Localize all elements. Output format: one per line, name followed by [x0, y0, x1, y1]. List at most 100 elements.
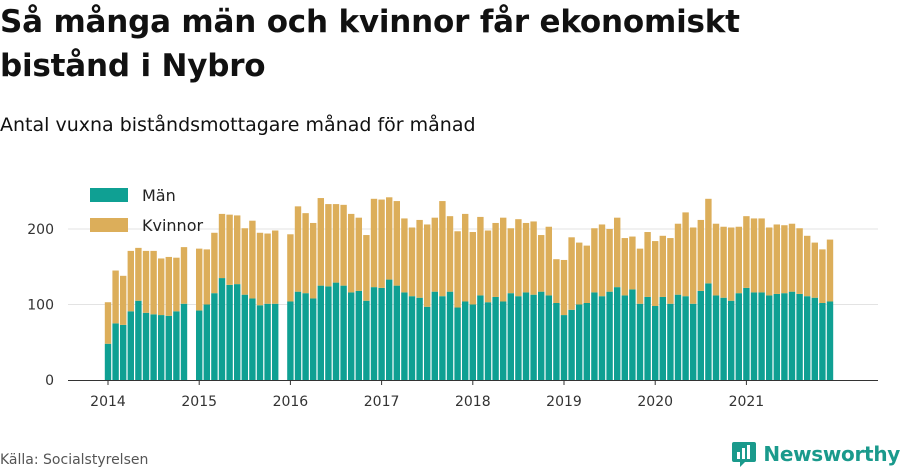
bar-men-78	[697, 290, 704, 380]
bar-women-37	[386, 197, 393, 280]
legend: Män Kvinnor	[90, 186, 203, 235]
bar-men-25	[294, 291, 302, 380]
brand-name: Newsworthy	[763, 442, 900, 466]
bar-women-38	[393, 201, 400, 286]
bar-women-15	[218, 213, 226, 279]
x-tick-label-2016: 2016	[273, 394, 309, 410]
bar-men-27	[310, 298, 317, 380]
bar-men-24	[287, 301, 294, 380]
bar-women-52	[500, 217, 507, 302]
bar-men-43	[431, 291, 438, 380]
bar-women-7	[158, 258, 165, 316]
bar-women-19	[249, 220, 256, 299]
bar-men-41	[416, 297, 423, 380]
bar-men-72	[652, 306, 659, 380]
bar-men-70	[636, 303, 644, 380]
bar-women-62	[576, 242, 583, 305]
bar-men-60	[560, 315, 568, 380]
bar-men-71	[644, 296, 651, 380]
bar-women-34	[363, 235, 370, 301]
bar-men-34	[363, 300, 370, 380]
x-tick-label-2015: 2015	[181, 394, 217, 410]
bar-men-67	[614, 287, 621, 380]
y-tick-label-100: 100	[27, 298, 54, 314]
bar-men-31	[340, 285, 347, 380]
bar-women-32	[348, 213, 355, 293]
bar-women-74	[667, 238, 674, 304]
bar-men-49	[477, 295, 484, 380]
bar-women-82	[728, 227, 735, 301]
bar-men-8	[165, 315, 172, 380]
bar-men-1	[112, 323, 119, 380]
bar-women-26	[302, 213, 309, 294]
bar-women-84	[743, 216, 750, 288]
bar-women-17	[234, 215, 241, 285]
bar-men-19	[249, 298, 256, 380]
bar-women-86	[758, 218, 765, 293]
bar-women-60	[560, 259, 568, 316]
bar-men-18	[241, 294, 248, 380]
y-tick-label-0: 0	[45, 373, 54, 389]
bar-women-51	[492, 222, 499, 297]
bar-women-49	[477, 216, 484, 296]
bar-women-90	[788, 223, 796, 292]
bar-women-43	[431, 217, 438, 292]
bar-men-57	[538, 291, 545, 380]
bar-women-70	[636, 248, 644, 304]
bar-women-10	[180, 247, 188, 304]
bar-men-39	[401, 292, 408, 380]
bar-women-12	[196, 248, 203, 311]
bar-men-75	[674, 294, 682, 380]
bar-women-21	[264, 233, 271, 304]
bar-men-26	[302, 293, 309, 380]
bar-men-36	[378, 287, 385, 380]
bar-men-89	[781, 293, 788, 380]
bar-women-28	[317, 198, 324, 286]
bar-women-50	[484, 230, 492, 303]
bar-women-95	[826, 239, 834, 302]
bar-men-90	[788, 291, 796, 380]
source-note: Källa: Socialstyrelsen	[0, 452, 149, 468]
bar-women-42	[424, 224, 431, 307]
bar-men-88	[773, 293, 780, 380]
bar-women-63	[583, 245, 590, 303]
x-tick-label-2021: 2021	[729, 394, 765, 410]
bar-men-56	[530, 294, 537, 380]
bar-women-3	[127, 250, 134, 312]
bar-men-21	[264, 303, 271, 380]
bar-women-83	[735, 226, 742, 294]
bar-women-41	[416, 219, 423, 298]
bar-women-78	[697, 219, 704, 291]
bar-women-57	[538, 235, 545, 292]
bar-women-59	[553, 259, 560, 303]
bar-men-83	[735, 293, 742, 380]
bar-men-22	[272, 303, 279, 380]
bar-chart-logo-icon	[732, 442, 757, 467]
bar-men-51	[492, 296, 499, 380]
bar-women-79	[705, 198, 712, 284]
bar-women-36	[378, 199, 385, 288]
bar-men-20	[256, 305, 264, 380]
bar-women-89	[781, 225, 788, 294]
bar-men-0	[104, 343, 112, 380]
bar-women-91	[796, 228, 803, 294]
bar-men-4	[135, 300, 142, 380]
bar-men-46	[454, 307, 461, 380]
bar-men-17	[234, 284, 241, 380]
bar-women-16	[226, 214, 233, 285]
bar-women-44	[439, 201, 446, 297]
bar-men-28	[317, 285, 324, 380]
bar-women-6	[150, 250, 157, 315]
bar-men-80	[712, 295, 720, 380]
bar-women-65	[598, 224, 606, 297]
bar-women-85	[750, 218, 758, 293]
bar-men-14	[211, 293, 218, 380]
bar-men-61	[568, 309, 575, 380]
bar-women-93	[811, 242, 818, 298]
bar-women-88	[773, 224, 780, 294]
bar-women-69	[629, 236, 636, 290]
bar-women-1	[112, 270, 119, 324]
legend-label-men: Män	[142, 186, 176, 205]
chart-subtitle: Antal vuxna biståndsmottagare månad för …	[0, 114, 476, 136]
